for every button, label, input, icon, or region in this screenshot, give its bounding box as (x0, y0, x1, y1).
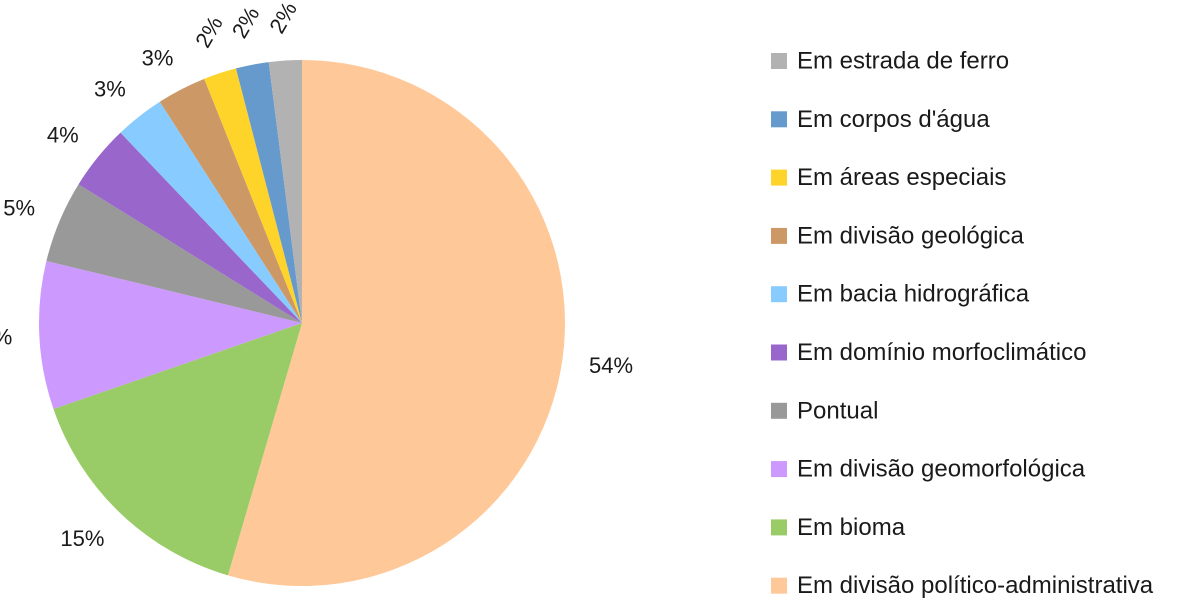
legend-swatch-em-divisao-geologica (771, 227, 787, 244)
pie-data-label-em-corpos-d-agua: 2% (227, 2, 265, 42)
legend-label-em-divisao-geologica: Em divisão geológica (797, 222, 1024, 249)
legend: Em estrada de ferro Em corpos d'água Em ár… (771, 48, 1154, 599)
pie-slice-em-bacia-hidrografica (120, 101, 302, 323)
pie-data-label-em-divisao-geologica: 3% (142, 46, 174, 71)
legend-label-em-dominio-morfoclimatico: Em domínio morfoclimático (797, 339, 1086, 366)
legend-swatch-em-corpos-d-agua (771, 111, 787, 128)
legend-swatch-em-bacia-hidrografica (771, 286, 787, 303)
pie-slice-em-estrada-de-ferro (268, 60, 302, 323)
pie-slices (38, 60, 565, 586)
legend-label-em-estrada-de-ferro: Em estrada de ferro (797, 48, 1009, 75)
legend-swatch-em-divisao-politico-administrativa (771, 577, 787, 594)
legend-label-em-areas-especiais: Em áreas especiais (797, 164, 1006, 191)
pie-data-label-em-areas-especiais: 2% (190, 12, 228, 52)
legend-label-em-divisao-geomorfologica: Em divisão geomorfológica (797, 456, 1086, 483)
legend-swatch-em-bioma (771, 519, 787, 536)
pie-slice-em-areas-especiais (204, 68, 302, 324)
legend-label-em-corpos-d-agua: Em corpos d'água (797, 106, 990, 133)
pie-slice-em-divisao-geomorfologica (38, 261, 302, 410)
pie-slice-pontual (46, 184, 302, 323)
legend-swatch-pontual (771, 402, 787, 419)
legend-label-em-bioma: Em bioma (797, 514, 906, 541)
pie-data-label-em-dominio-morfoclimatico: 4% (47, 123, 79, 148)
pie-data-label-em-divisao-geomorfologica: 9% (0, 325, 12, 350)
pie-slice-em-divisao-geologica (159, 78, 302, 323)
legend-swatch-em-dominio-morfoclimatico (771, 344, 787, 361)
pie-slice-em-bioma (53, 323, 303, 576)
legend-label-em-bacia-hidrografica: Em bacia hidrográfica (797, 281, 1030, 308)
pie-data-label-em-bacia-hidrografica: 3% (94, 76, 126, 101)
legend-swatch-em-areas-especiais (771, 169, 787, 186)
pie-data-label-em-bioma: 15% (60, 526, 104, 551)
pie-slice-em-divisao-politico-administrativa (227, 60, 565, 586)
pie-data-label-pontual: 5% (3, 195, 35, 220)
pie-data-label-em-divisao-politico-administrativa: 54% (589, 353, 633, 378)
legend-label-em-divisao-politico-administrativa: Em divisão político-administrativa (797, 572, 1154, 599)
legend-swatch-em-divisao-geomorfologica (771, 461, 787, 478)
pie-data-label-em-estrada-de-ferro: 2% (264, 0, 302, 38)
pie-slice-em-corpos-d-agua (235, 62, 302, 324)
pie-slice-em-dominio-morfoclimatico (78, 132, 303, 323)
legend-swatch-em-estrada-de-ferro (771, 53, 787, 69)
legend-label-pontual: Pontual (797, 397, 878, 424)
